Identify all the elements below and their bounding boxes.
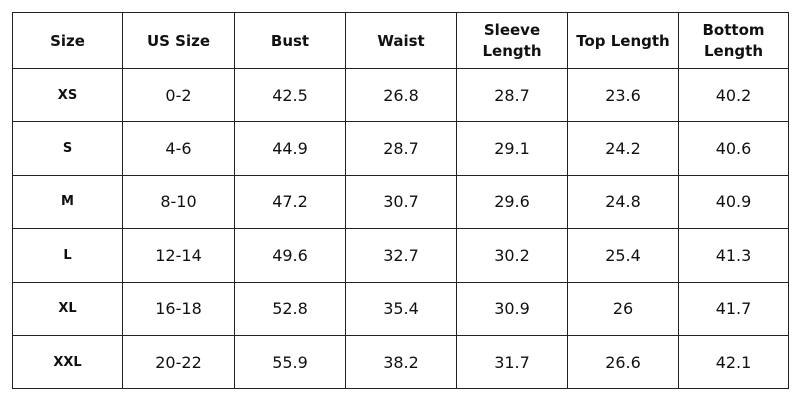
header-cell: Sleeve Length <box>456 12 568 69</box>
size-cell: L <box>12 228 123 283</box>
value-cell: 29.6 <box>456 174 568 230</box>
header-text: Top Length <box>576 31 670 50</box>
value-cell: 40.9 <box>678 174 789 230</box>
value-cell: 28.7 <box>345 121 457 176</box>
header-row: Size US Size Bust Waist Sleeve Length Top Len… <box>12 12 789 69</box>
header-cell: Waist <box>345 12 457 69</box>
value-cell: 23.6 <box>567 67 679 123</box>
value-cell: 40.6 <box>678 121 789 176</box>
value-cell: 47.2 <box>234 174 346 230</box>
size-cell: S <box>12 121 123 176</box>
value-cell: 38.2 <box>345 334 457 390</box>
header-text: Bottom Length <box>702 20 765 60</box>
size-table: Size US Size Bust Waist Sleeve Length Top Len… <box>12 12 789 390</box>
value-cell: 30.2 <box>456 228 568 283</box>
value-cell: 26 <box>567 281 679 336</box>
value-cell: 55.9 <box>234 334 346 390</box>
table-row: XXL 20-22 55.9 38.2 31.7 26.6 42.1 <box>12 334 789 390</box>
value-cell: 30.7 <box>345 174 457 230</box>
value-cell: 16-18 <box>122 281 235 336</box>
value-cell: 26.6 <box>567 334 679 390</box>
table-row: M 8-10 47.2 30.7 29.6 24.8 40.9 <box>12 174 789 230</box>
header-cell: Bust <box>234 12 346 69</box>
value-cell: 24.2 <box>567 121 679 176</box>
value-cell: 49.6 <box>234 228 346 283</box>
table-body: XS 0-2 42.5 26.8 28.7 23.6 40.2 S 4-6 44.9 28.7 29.… <box>12 67 789 390</box>
header-text: Waist <box>377 31 425 50</box>
size-cell: XS <box>12 67 123 123</box>
value-cell: 41.3 <box>678 228 789 283</box>
value-cell: 26.8 <box>345 67 457 123</box>
header-cell: US Size <box>122 12 235 69</box>
header-text: US Size <box>146 31 211 50</box>
header-text: Size <box>50 31 85 50</box>
header-cell: Bottom Length <box>678 12 789 69</box>
value-cell: 42.1 <box>678 334 789 390</box>
size-cell: M <box>12 174 123 230</box>
value-cell: 4-6 <box>122 121 235 176</box>
value-cell: 28.7 <box>456 67 568 123</box>
size-cell: XL <box>12 281 123 336</box>
size-cell: XXL <box>12 334 123 390</box>
value-cell: 0-2 <box>122 67 235 123</box>
header-cell: Size <box>12 12 123 69</box>
value-cell: 8-10 <box>122 174 235 230</box>
header-text: Sleeve Length <box>482 20 542 60</box>
value-cell: 40.2 <box>678 67 789 123</box>
value-cell: 12-14 <box>122 228 235 283</box>
value-cell: 42.5 <box>234 67 346 123</box>
value-cell: 32.7 <box>345 228 457 283</box>
value-cell: 52.8 <box>234 281 346 336</box>
table-row: L 12-14 49.6 32.7 30.2 25.4 41.3 <box>12 228 789 283</box>
value-cell: 20-22 <box>122 334 235 390</box>
value-cell: 24.8 <box>567 174 679 230</box>
size-chart: Size US Size Bust Waist Sleeve Length Top Len… <box>12 12 789 390</box>
value-cell: 35.4 <box>345 281 457 336</box>
table-row: XS 0-2 42.5 26.8 28.7 23.6 40.2 <box>12 67 789 123</box>
value-cell: 29.1 <box>456 121 568 176</box>
table-row: XL 16-18 52.8 35.4 30.9 26 41.7 <box>12 281 789 336</box>
value-cell: 30.9 <box>456 281 568 336</box>
table-row: S 4-6 44.9 28.7 29.1 24.2 40.6 <box>12 121 789 176</box>
header-cell: Top Length <box>567 12 679 69</box>
value-cell: 44.9 <box>234 121 346 176</box>
value-cell: 25.4 <box>567 228 679 283</box>
value-cell: 31.7 <box>456 334 568 390</box>
value-cell: 41.7 <box>678 281 789 336</box>
header-text: Bust <box>270 31 310 50</box>
